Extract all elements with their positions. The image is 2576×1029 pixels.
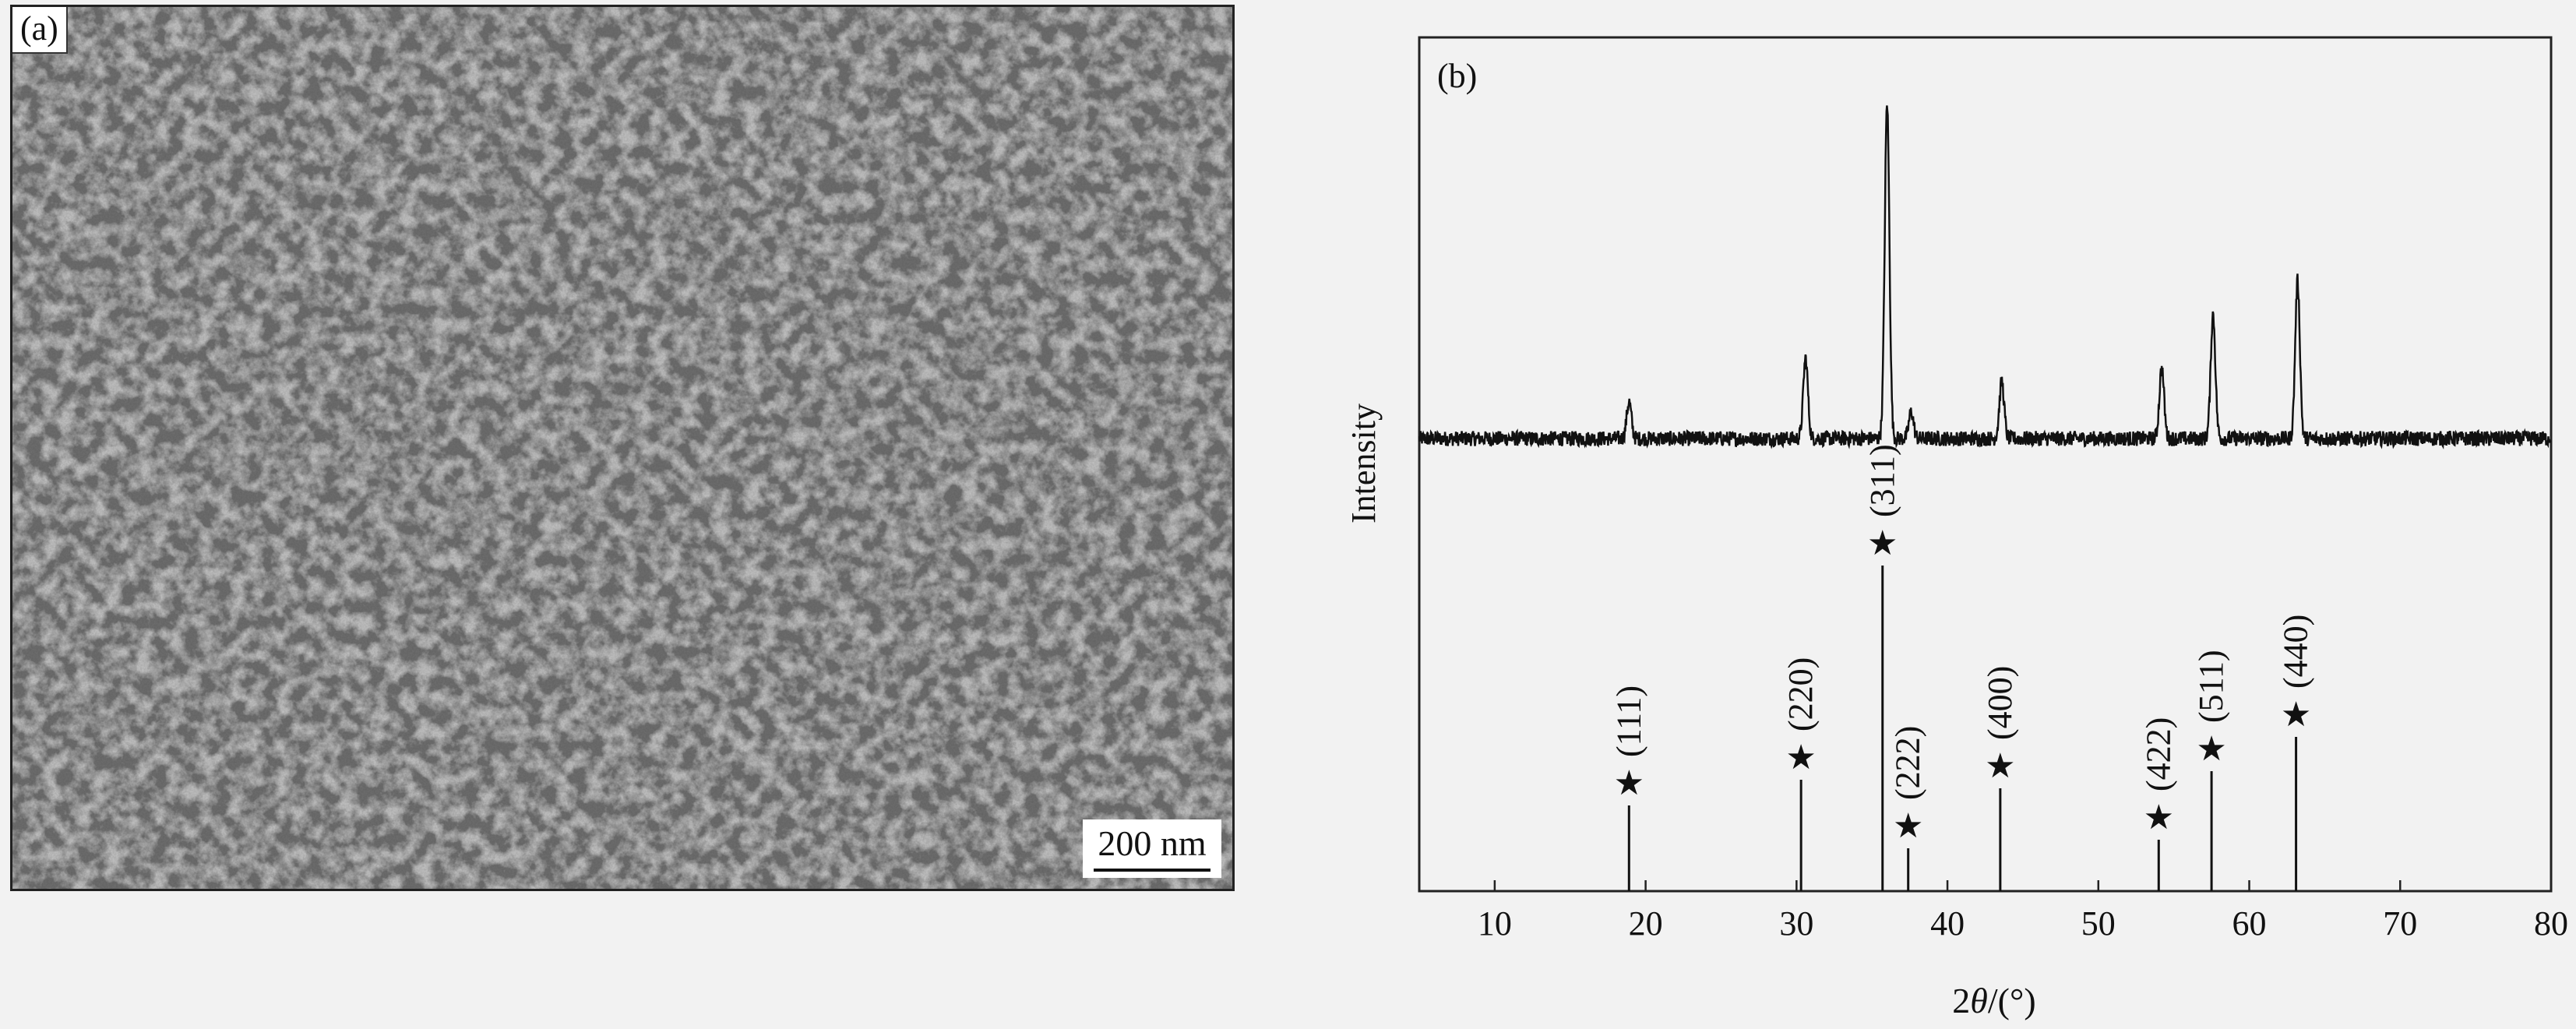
star-marker: ★ <box>1785 738 1816 777</box>
reference-lines: ★ (111) ★ (220) ★ (311) ★ (222) ★ (400) ★ (422) ★ (51… <box>1609 444 2315 891</box>
x-tick-label: 80 <box>2534 904 2568 943</box>
hkl-label: (511) <box>2192 650 2230 723</box>
x-tick-label: 50 <box>2081 904 2116 943</box>
y-axis-label: Intensity <box>1344 403 1383 523</box>
panel-b-label: (b) <box>1437 57 1477 95</box>
x-tick-label: 10 <box>1478 904 1512 943</box>
scale-bar: 200 nm <box>1083 819 1221 878</box>
star-marker: ★ <box>1867 523 1898 563</box>
star-marker: ★ <box>2281 695 2311 735</box>
x-axis-ticks: 10 20 30 40 50 60 70 80 <box>1478 880 2568 943</box>
hkl-label: (222) <box>1889 726 1927 800</box>
star-marker: ★ <box>2196 729 2226 769</box>
hkl-label: (422) <box>2139 717 2177 791</box>
x-axis-label: 2θ/(°) <box>1952 981 2035 1020</box>
scale-bar-text: 200 nm <box>1098 823 1207 864</box>
star-marker: ★ <box>2144 798 2174 837</box>
hkl-label: (311) <box>1863 444 1901 517</box>
x-tick-label: 30 <box>1779 904 1813 943</box>
hkl-label: (400) <box>1981 666 2019 740</box>
sem-image-panel: (a) 200 nm <box>10 5 1235 891</box>
x-tick-label: 70 <box>2383 904 2417 943</box>
star-marker: ★ <box>1893 806 1923 846</box>
hkl-label: (440) <box>2277 615 2315 689</box>
star-marker: ★ <box>1985 746 2015 786</box>
scale-bar-line <box>1094 869 1210 872</box>
x-tick-label: 40 <box>1930 904 1965 943</box>
x-tick-label: 20 <box>1629 904 1663 943</box>
star-marker: ★ <box>1614 763 1644 803</box>
panel-a-label: (a) <box>12 7 68 54</box>
xrd-pattern-line <box>1418 105 2552 450</box>
hkl-label: (111) <box>1609 685 1647 757</box>
hkl-label: (220) <box>1781 657 1820 731</box>
plot-frame <box>1418 36 2553 893</box>
x-tick-label: 60 <box>2232 904 2267 943</box>
sem-micrograph <box>12 7 1232 889</box>
